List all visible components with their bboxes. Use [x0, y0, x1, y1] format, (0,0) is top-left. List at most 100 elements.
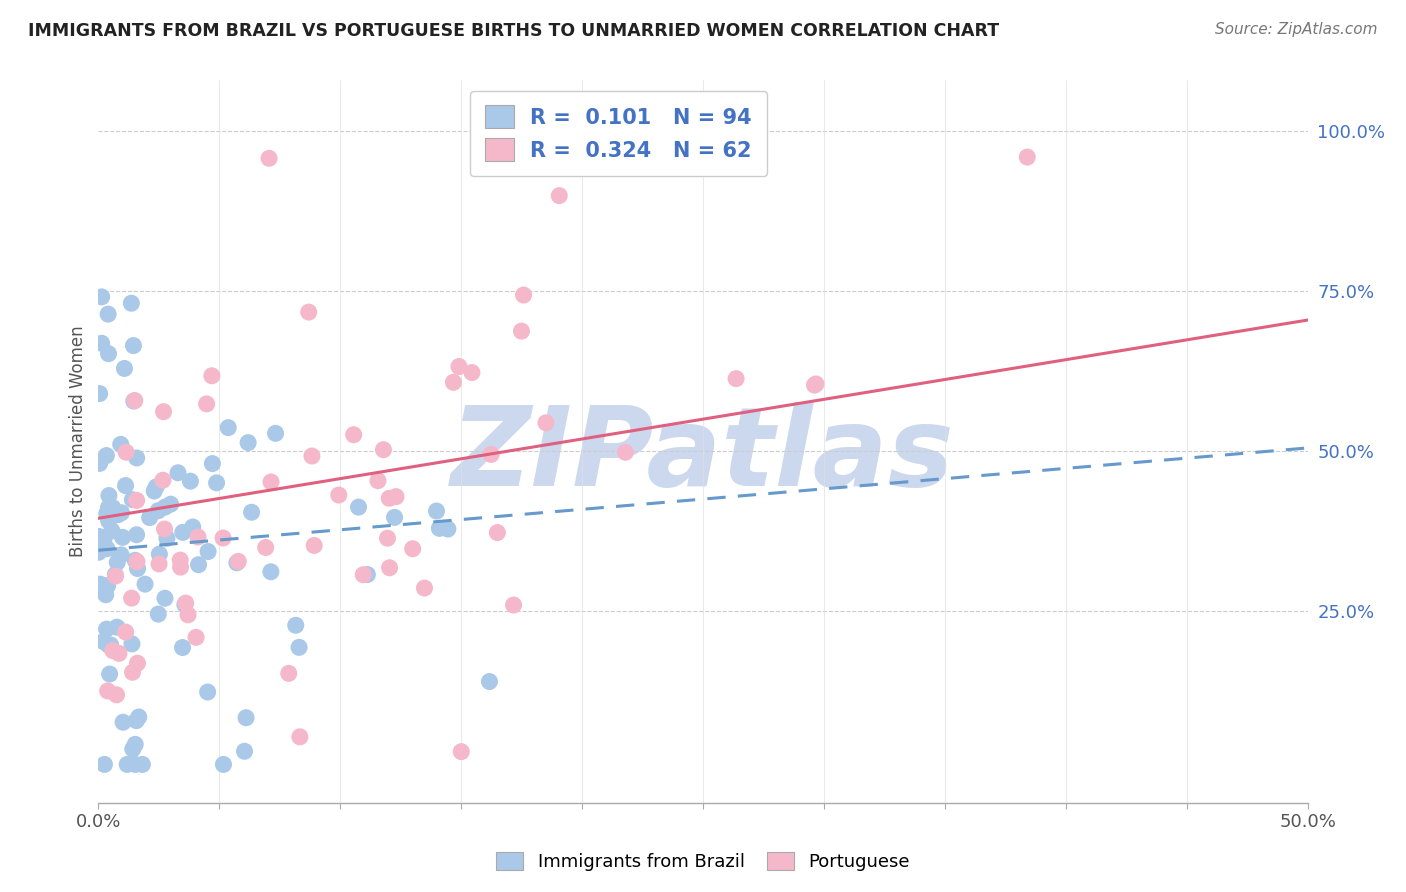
Point: [115, 757, 138, 772]
Point: [502, 598, 524, 612]
Point: [153, 591, 176, 606]
Point: [96, 507, 118, 521]
Point: [124, 757, 146, 772]
Point: [127, 561, 149, 575]
Point: [122, 394, 145, 409]
Point: [257, 151, 280, 165]
Point: [121, 637, 143, 651]
Point: [450, 745, 472, 759]
Point: [548, 188, 571, 202]
Point: [367, 474, 389, 488]
Text: ZIPatlas: ZIPatlas: [451, 402, 955, 509]
Point: [159, 497, 181, 511]
Point: [356, 567, 378, 582]
Point: [98, 667, 121, 681]
Point: [101, 643, 124, 657]
Point: [112, 361, 135, 376]
Point: [124, 737, 146, 751]
Point: [377, 531, 399, 545]
Point: [128, 710, 150, 724]
Point: [373, 442, 395, 457]
Point: [402, 541, 425, 556]
Point: [240, 505, 263, 519]
Point: [121, 742, 143, 756]
Point: [93, 757, 115, 772]
Point: [461, 366, 484, 380]
Point: [97, 347, 120, 361]
Point: [125, 493, 148, 508]
Point: [89, 457, 111, 471]
Point: [96, 622, 118, 636]
Point: [235, 711, 257, 725]
Point: [114, 625, 136, 640]
Point: [343, 427, 366, 442]
Point: [90, 336, 112, 351]
Point: [89, 577, 111, 591]
Point: [479, 447, 502, 461]
Point: [101, 524, 124, 538]
Point: [97, 500, 120, 515]
Point: [413, 581, 436, 595]
Point: [125, 450, 148, 465]
Legend: R =  0.101   N = 94, R =  0.324   N = 62: R = 0.101 N = 94, R = 0.324 N = 62: [470, 91, 766, 176]
Point: [96, 449, 118, 463]
Point: [121, 591, 143, 606]
Point: [124, 393, 146, 408]
Point: [384, 510, 406, 524]
Point: [94, 588, 117, 602]
Point: [512, 288, 534, 302]
Point: [127, 657, 149, 671]
Point: [226, 554, 249, 568]
Point: [1017, 150, 1039, 164]
Point: [105, 555, 128, 569]
Point: [486, 525, 509, 540]
Point: [153, 522, 176, 536]
Point: [298, 305, 321, 319]
Point: [197, 685, 219, 699]
Point: [212, 757, 235, 772]
Point: [233, 744, 256, 758]
Point: [131, 757, 153, 772]
Point: [110, 437, 132, 451]
Point: [169, 553, 191, 567]
Point: [347, 500, 370, 515]
Point: [236, 435, 259, 450]
Point: [804, 376, 827, 391]
Point: [302, 539, 325, 553]
Point: [378, 491, 401, 506]
Point: [195, 397, 218, 411]
Point: [803, 378, 825, 392]
Point: [187, 530, 209, 544]
Point: [169, 560, 191, 574]
Text: Source: ZipAtlas.com: Source: ZipAtlas.com: [1215, 22, 1378, 37]
Point: [173, 598, 195, 612]
Point: [108, 646, 131, 660]
Point: [89, 386, 111, 401]
Point: [90, 290, 112, 304]
Point: [101, 500, 124, 515]
Point: [443, 376, 465, 390]
Point: [301, 449, 323, 463]
Point: [145, 480, 167, 494]
Point: [97, 489, 120, 503]
Point: [148, 547, 170, 561]
Point: [134, 577, 156, 591]
Point: [152, 473, 174, 487]
Point: [105, 620, 128, 634]
Point: [112, 715, 135, 730]
Point: [148, 557, 170, 571]
Point: [114, 478, 136, 492]
Point: [177, 607, 200, 622]
Point: [124, 553, 146, 567]
Point: [179, 474, 201, 488]
Point: [534, 416, 557, 430]
Point: [425, 504, 447, 518]
Point: [100, 638, 122, 652]
Point: [447, 359, 470, 374]
Point: [110, 506, 132, 520]
Point: [125, 555, 148, 569]
Point: [120, 296, 142, 310]
Point: [104, 567, 127, 582]
Point: [172, 640, 194, 655]
Point: [181, 520, 204, 534]
